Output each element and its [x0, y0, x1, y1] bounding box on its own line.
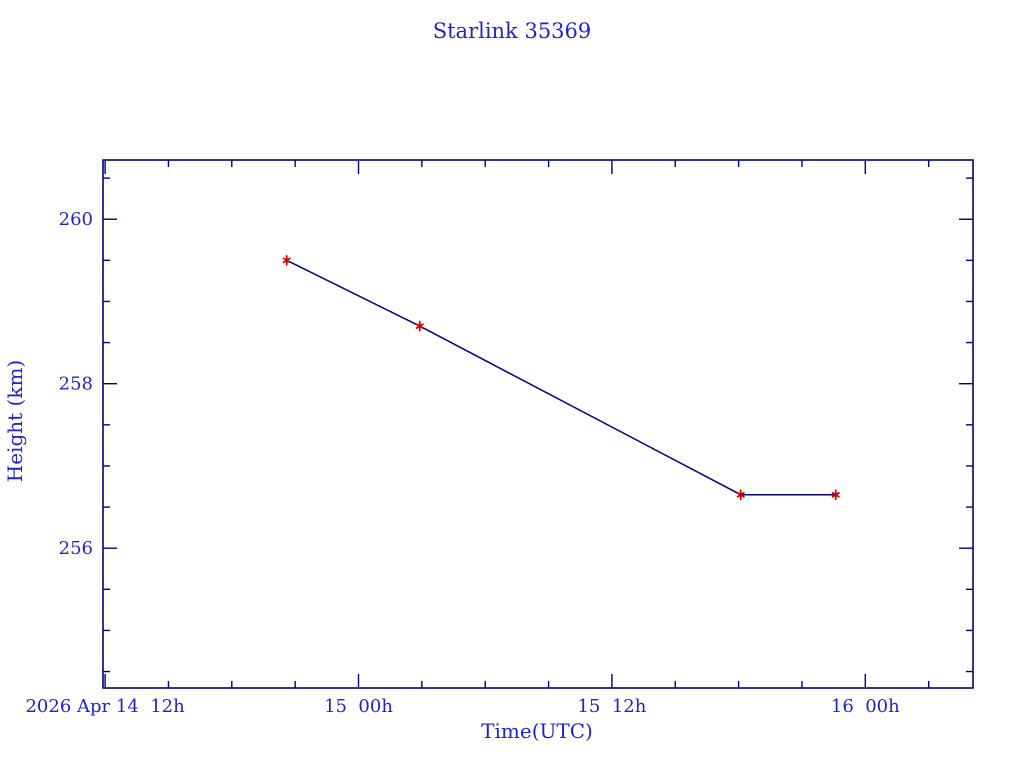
- y-tick-label: 258: [59, 374, 93, 395]
- data-line: [286, 259, 836, 496]
- data-point-marker: [415, 320, 424, 332]
- axis-ticks: [103, 160, 973, 688]
- x-tick-label: 16 00h: [831, 696, 900, 717]
- x-axis-label: Time(UTC): [481, 719, 593, 743]
- y-tick-label: 256: [59, 538, 93, 559]
- plot-frame: [102, 159, 974, 689]
- x-tick-label: 2026 Apr 14 12h: [25, 696, 185, 717]
- data-point-markers: [282, 254, 840, 501]
- y-axis-label: Height (km): [3, 360, 27, 482]
- axis-tick-labels: 2026 Apr 14 12h 15 00h 15 12h 16 00h 256 258 2…: [25, 209, 900, 717]
- data-point-marker: [282, 254, 291, 266]
- chart-title: Starlink 35369: [433, 19, 592, 43]
- y-tick-label: 260: [59, 209, 93, 230]
- data-point-marker: [736, 489, 745, 501]
- data-series: [286, 259, 836, 496]
- x-tick-label: 15 00h: [324, 696, 393, 717]
- data-point-marker: [831, 489, 840, 501]
- x-tick-label: 15 12h: [577, 696, 646, 717]
